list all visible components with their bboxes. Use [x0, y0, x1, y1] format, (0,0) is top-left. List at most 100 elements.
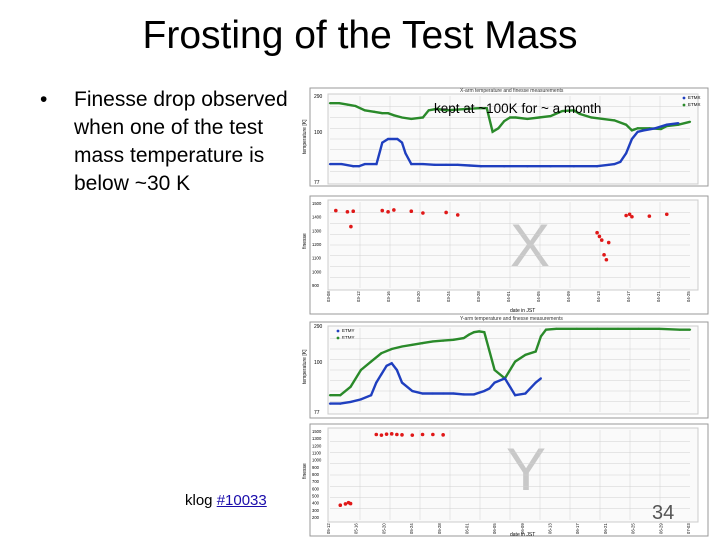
x-temp-point	[578, 112, 581, 116]
x-finesse-xtick: 04-17	[626, 291, 631, 302]
x-temp-point	[346, 103, 349, 106]
y-temp-point	[637, 327, 640, 330]
y-finesse-xtick: 05-12	[326, 523, 331, 534]
x-finesse-point	[624, 213, 628, 218]
x-temp-point	[549, 165, 552, 168]
y-temp-point	[616, 327, 620, 330]
x-temp-point	[561, 109, 564, 113]
x-temp-point	[549, 114, 552, 118]
x-temp-point	[421, 162, 425, 166]
klog-link[interactable]: #10033	[216, 492, 267, 509]
x-finesse-point	[334, 208, 338, 213]
x-temp-point	[636, 127, 639, 130]
y-finesse-ytick: 1500	[312, 429, 322, 434]
x-temp-point	[328, 102, 332, 105]
x-finesse-point	[380, 208, 385, 213]
y-finesse-ytick: 300	[312, 508, 320, 513]
y-finesse-point	[343, 502, 348, 506]
bullet-marker: •	[40, 88, 48, 111]
x-temp-point	[659, 127, 663, 131]
y-finesse-point	[410, 433, 415, 437]
x-finesse-xtick: 04-21	[656, 291, 661, 302]
y-finesse-point	[374, 432, 379, 437]
x-temp-point	[485, 107, 488, 110]
x-temp-point	[665, 123, 668, 126]
x-temp-point	[688, 120, 692, 123]
y-temp-point	[400, 381, 404, 384]
x-temp-ylabel: temperature [K]	[302, 119, 308, 154]
y-finesse-ytick: 1300	[312, 436, 322, 441]
x-temp-point	[491, 130, 494, 133]
x-temp-point	[601, 117, 605, 121]
y-finesse-point	[395, 432, 399, 437]
x-finesse-point	[630, 214, 634, 219]
y-temp-ylabel: temperature [K]	[302, 349, 308, 384]
x-temp-point	[410, 117, 413, 121]
y-finesse-point	[420, 432, 425, 437]
y-legend-green-dot	[336, 336, 340, 340]
y-temp-point	[370, 394, 373, 397]
klog-reference: klog #10033	[185, 492, 267, 509]
y-temp-point	[400, 345, 404, 348]
x-temp-point	[619, 160, 622, 164]
y-temp-point	[544, 328, 548, 331]
x-temp-point	[526, 117, 529, 121]
y-temp-point	[380, 373, 383, 376]
y-temp-point	[375, 381, 378, 384]
y-temp-point	[390, 347, 393, 351]
y-legend-blue-dot	[336, 329, 340, 333]
y-temp-point	[328, 394, 332, 397]
x-temp-point	[427, 109, 430, 112]
x-temp-point	[636, 130, 639, 133]
x-finesse-xtick: 04-05	[536, 291, 541, 302]
y-temp-point	[493, 381, 496, 384]
page-number: 34	[652, 502, 675, 524]
y-finesse-xtick: 05-24	[409, 523, 414, 534]
x-finesse-point	[409, 209, 414, 214]
x-temp-title: X-arm temperature and finesse measuremen…	[460, 88, 564, 94]
x-temp-point	[363, 109, 366, 112]
y-temp-point	[359, 398, 362, 401]
y-fin-ylabel: finesse	[302, 463, 308, 479]
x-temp-point	[328, 162, 332, 166]
y-finesse-xtick: 06-29	[658, 523, 663, 534]
chart-marks: 1500 1400 1300 1200 1100 1000 900 03-08 03-12 03-…	[312, 96, 692, 534]
x-finesse-point	[595, 230, 599, 235]
y-finesse-xtick: 06-09	[520, 523, 525, 534]
y-finesse-ytick: 800	[312, 472, 320, 477]
x-temp-point	[456, 163, 459, 166]
x-finesse-xtick: 03-12	[356, 291, 361, 302]
bullet-text: Finesse drop observed when one of the te…	[74, 88, 288, 195]
klog-prefix: klog	[185, 492, 217, 509]
x-temp-point	[514, 116, 517, 119]
x-temp-point	[630, 137, 634, 141]
y-finesse-point	[338, 503, 343, 508]
x-temp-legend: ETMX ETMX	[688, 95, 701, 107]
y-finesse-xtick: 06-17	[575, 523, 580, 534]
x-finesse-point	[421, 211, 425, 215]
x-temp-point	[357, 165, 361, 168]
y-temp-point	[539, 377, 542, 380]
x-temp-ytick-top: 290	[314, 94, 323, 100]
y-temp-point	[359, 368, 362, 372]
y-temp-point	[514, 360, 517, 363]
x-finesse-point	[349, 224, 353, 229]
x-temp-point	[456, 108, 459, 111]
x-finesse-point	[392, 208, 396, 212]
y-temp-legend-2: ETMY	[342, 335, 355, 340]
y-finesse-ytick: 700	[312, 479, 320, 484]
x-temp-point	[572, 165, 575, 168]
y-temp-point	[442, 392, 445, 395]
x-finesse-point	[444, 210, 448, 215]
x-finesse-point	[597, 234, 602, 239]
x-finesse-ytick: 900	[312, 283, 320, 288]
x-finesse-ytick: 1100	[312, 256, 322, 261]
x-temp-point	[465, 107, 469, 110]
x-temp-point	[613, 162, 616, 166]
y-temp-point	[380, 352, 383, 355]
y-temp-ytick-bottom: 77	[314, 410, 320, 416]
y-finesse-ytick: 200	[312, 515, 320, 520]
x-finesse-xtick: 03-28	[476, 291, 481, 302]
x-temp-point	[381, 141, 384, 144]
x-temp-point	[468, 164, 471, 167]
